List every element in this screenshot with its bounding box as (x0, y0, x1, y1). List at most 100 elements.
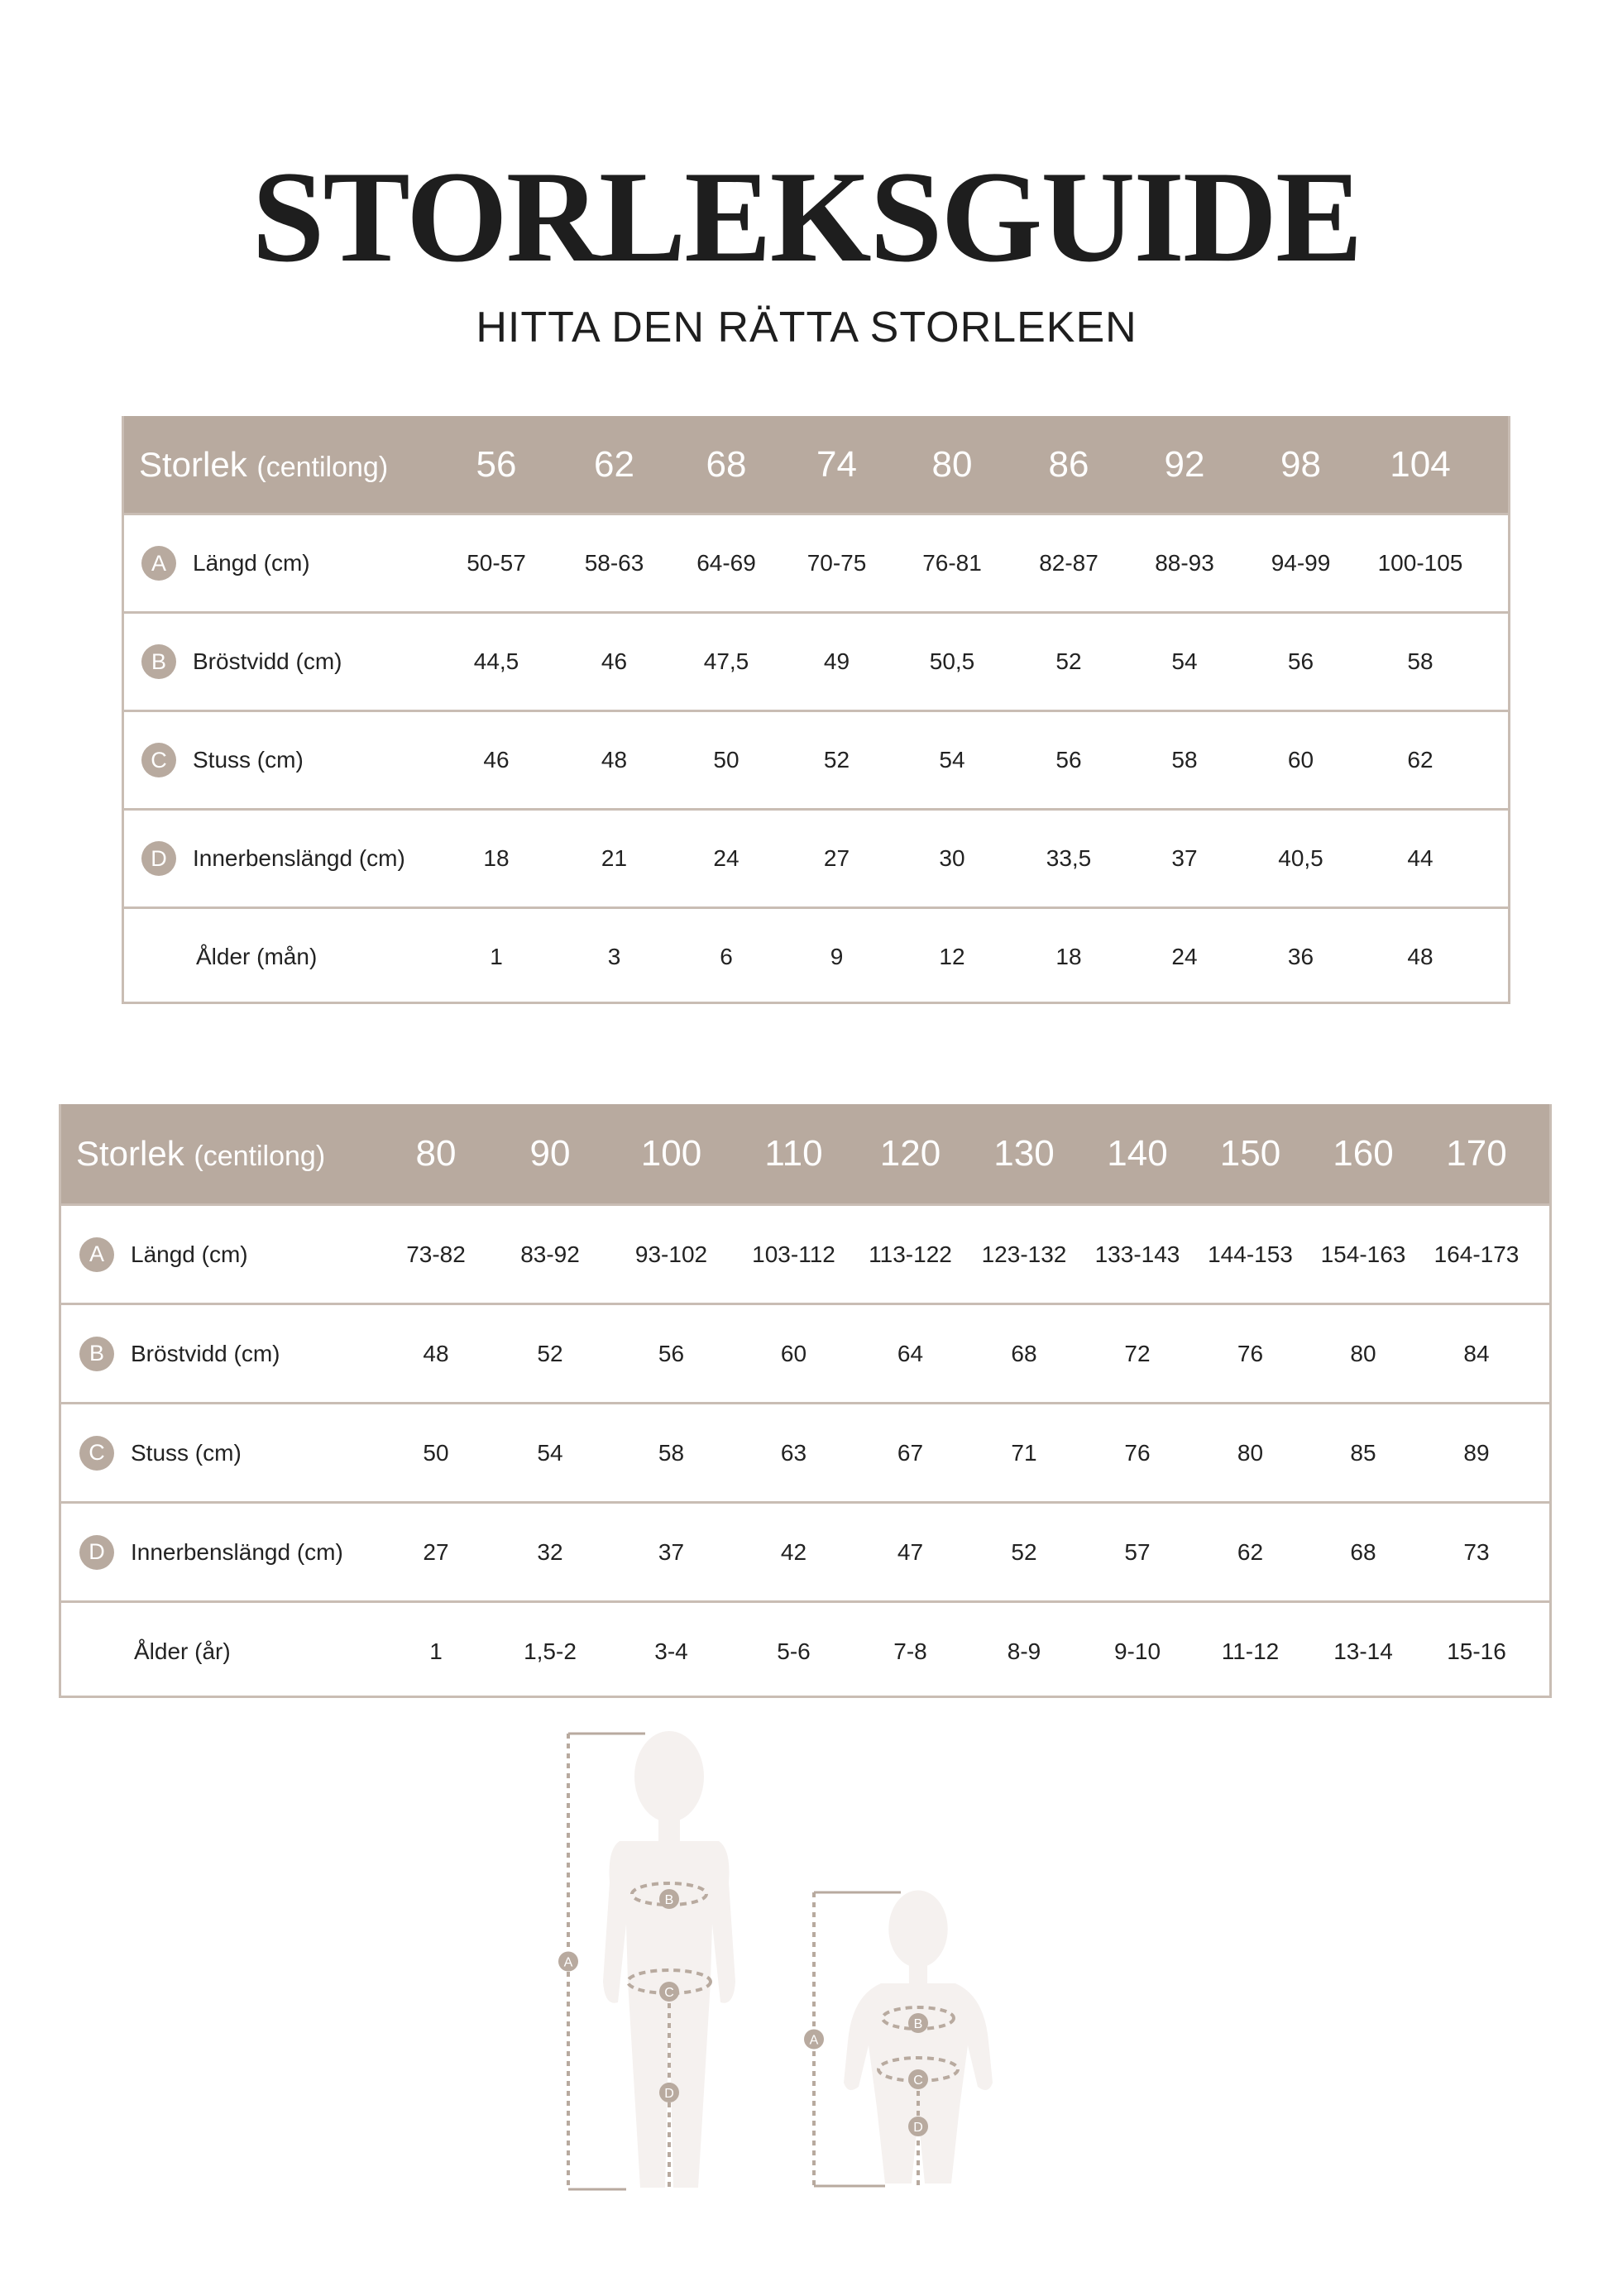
page-subtitle: HITTA DEN RÄTTA STORLEKEN (476, 304, 1137, 352)
marker-letter: B (665, 1893, 674, 1907)
table-cell: 24 (713, 845, 739, 871)
table-cell: 89 (1463, 1439, 1490, 1466)
table-cell: 47,5 (703, 648, 749, 674)
marker-letter: B (914, 2017, 923, 2031)
header-size: 98 (1280, 443, 1321, 485)
marker-letter: D (913, 2121, 923, 2135)
header-size: 92 (1164, 443, 1205, 485)
measure-badge: A (79, 1236, 114, 1272)
row-label: D Innerbenslängd (cm) (124, 841, 437, 876)
table-cell: 52 (537, 1340, 563, 1366)
row-label: C Stuss (cm) (124, 743, 437, 777)
row-label-text: Stuss (cm) (193, 747, 304, 773)
table-cell: 3-4 (654, 1638, 688, 1664)
header-label: Storlek (centilong) (61, 1134, 381, 1174)
header-size: 170 (1446, 1133, 1507, 1174)
table-cell: 27 (823, 845, 850, 871)
table-cell: 54 (537, 1439, 563, 1466)
table-cell: 57 (1124, 1538, 1151, 1565)
child-head (634, 1731, 704, 1822)
table-cell: 70-75 (806, 550, 867, 576)
table-cell: 48 (1407, 944, 1434, 969)
row-label-text: Längd (cm) (193, 550, 310, 576)
row-label-text: Ålder (mån) (196, 944, 318, 969)
row-label: D Innerbenslängd (cm) (61, 1534, 381, 1570)
marker-circle (908, 2013, 928, 2033)
table-cell: 76-81 (922, 550, 982, 576)
table-cell: 58-63 (584, 550, 644, 576)
table-cell: 7-8 (893, 1638, 927, 1664)
table-cell: 71 (1011, 1439, 1037, 1466)
table-row: D Innerbenslängd (cm) 18 21 24 27 30 33,5 37 40,5… (124, 808, 1508, 906)
header-label-unit: (centilong) (194, 1141, 326, 1172)
measure-badge: C (79, 1435, 114, 1471)
header-size: 68 (706, 443, 747, 485)
table-header: Storlek (centilong) 80 90 100 110 120 130 140 15… (61, 1104, 1549, 1203)
table-cell: 64 (897, 1340, 924, 1366)
table-cell: 9 (830, 944, 844, 969)
table-cell: 13-14 (1333, 1638, 1393, 1664)
header-size: 140 (1107, 1133, 1168, 1174)
table-cell: 58 (1407, 648, 1434, 674)
table-cell: 88-93 (1155, 550, 1214, 576)
marker-circle (659, 2083, 679, 2102)
table-cell: 60 (780, 1340, 807, 1366)
table-cell: 73-82 (406, 1241, 466, 1267)
header-size: 80 (415, 1133, 457, 1174)
table-cell: 30 (939, 845, 965, 871)
measure-badge: A (141, 546, 176, 581)
table-cell: 52 (1011, 1538, 1037, 1565)
table-cell: 82-87 (1039, 550, 1098, 576)
marker-circle (558, 1951, 578, 1972)
row-label: Ålder (år) (61, 1638, 381, 1665)
table-cell: 68 (1011, 1340, 1037, 1366)
table-cell: 154-163 (1320, 1241, 1406, 1267)
header-size: 56 (476, 443, 517, 485)
table-cell: 42 (780, 1538, 807, 1565)
table-cell: 56 (1055, 747, 1082, 773)
table-cell: 123-132 (981, 1241, 1067, 1267)
table-cell: 85 (1350, 1439, 1376, 1466)
table-cell: 103-112 (752, 1241, 835, 1267)
table-cell: 12 (939, 944, 965, 969)
marker-letter: C (913, 2074, 923, 2088)
table-cell: 36 (1287, 944, 1314, 969)
marker-circle (804, 2029, 824, 2050)
table-cell: 80 (1350, 1340, 1376, 1366)
table-cell: 93-102 (634, 1241, 708, 1267)
table-cell: 21 (601, 845, 628, 871)
marker-letter: A (564, 1956, 573, 1970)
table-cell: 144-153 (1208, 1241, 1293, 1267)
table-cell: 164-173 (1434, 1241, 1520, 1267)
measure-badge: B (141, 644, 176, 679)
table-cell: 24 (1171, 944, 1198, 969)
table-cell: 1 (490, 944, 503, 969)
table-cell: 46 (483, 747, 510, 773)
header-size: 100 (640, 1133, 702, 1174)
row-label: A Längd (cm) (124, 546, 437, 581)
row-label-text: Längd (cm) (131, 1241, 248, 1267)
measure-badge: D (79, 1534, 114, 1570)
table-cell: 54 (1171, 648, 1198, 674)
marker-circle (659, 1982, 679, 2002)
table-cell: 48 (423, 1340, 449, 1366)
table-cell: 18 (1055, 944, 1082, 969)
table-cell: 84 (1463, 1340, 1490, 1366)
table-cell: 62 (1407, 747, 1434, 773)
table-cell: 56 (1287, 648, 1314, 674)
header-label-unit: (centilong) (256, 451, 389, 483)
row-label-text: Bröstvidd (cm) (193, 648, 342, 674)
table-row: Ålder (mån) 1 3 6 9 12 18 24 36 48 (124, 906, 1508, 1005)
table-cell: 50 (423, 1439, 449, 1466)
header-size: 80 (931, 443, 973, 485)
row-label: B Bröstvidd (cm) (61, 1336, 381, 1371)
row-label-text: Stuss (cm) (131, 1439, 242, 1466)
table-cell: 72 (1124, 1340, 1151, 1366)
table-cell: 9-10 (1113, 1638, 1161, 1664)
table-cell: 6 (720, 944, 733, 969)
table-cell: 56 (658, 1340, 685, 1366)
header-size: 130 (993, 1133, 1055, 1174)
row-label-text: Innerbenslängd (cm) (131, 1538, 343, 1565)
header-size: 86 (1048, 443, 1089, 485)
